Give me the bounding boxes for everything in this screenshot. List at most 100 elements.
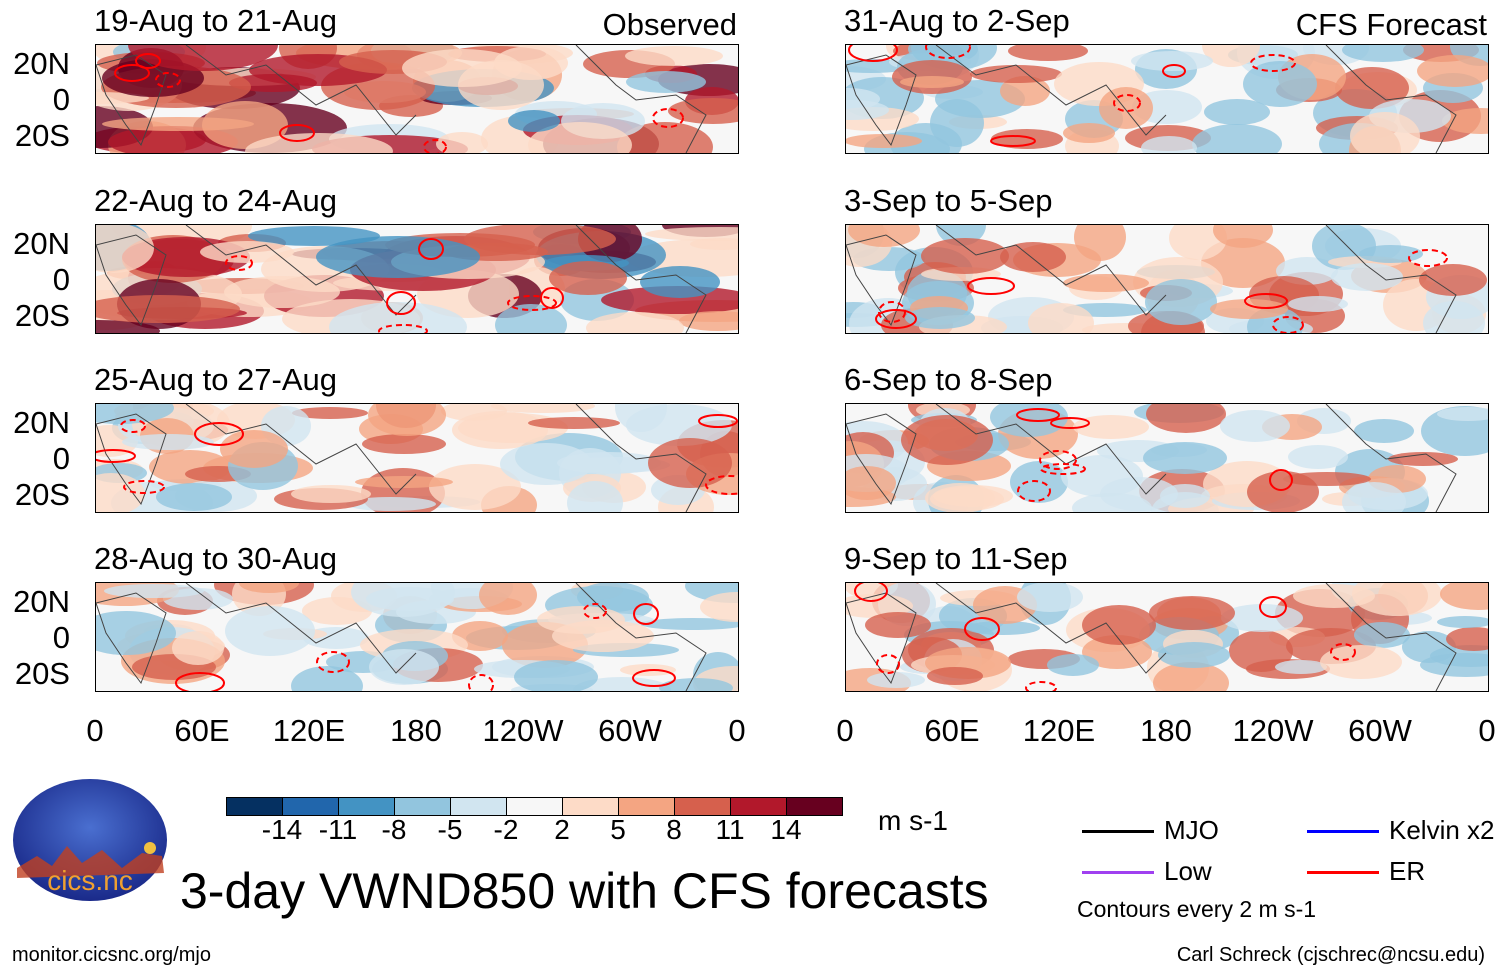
forecast-label: CFS Forecast: [1295, 7, 1487, 42]
wind-anomaly-blob: [514, 660, 598, 691]
er-contour: [120, 419, 146, 433]
wind-anomaly-blob: [1388, 452, 1458, 466]
wind-anomaly-blob: [966, 621, 1040, 635]
wind-anomaly-blob: [1320, 645, 1402, 679]
coastline-asia: [185, 225, 417, 316]
map-panel: [845, 582, 1489, 692]
wind-anomaly-blob: [1146, 404, 1226, 433]
er-contour: [175, 672, 225, 691]
lon-tick-label: 120W: [1232, 713, 1314, 748]
er-contour: [964, 617, 1000, 641]
observed-label: Observed: [602, 7, 737, 42]
lat-tick-label: 20N: [13, 584, 70, 619]
lat-tick-label: 20N: [13, 405, 70, 440]
er-contour: [583, 603, 607, 619]
wind-anomaly-blob: [229, 74, 317, 92]
er-contour: [418, 238, 444, 260]
wind-anomaly-blob: [200, 241, 294, 263]
wind-anomaly-blob: [640, 618, 738, 630]
lon-tick-label: 0: [86, 713, 104, 748]
wind-anomaly-blob: [552, 620, 654, 652]
lat-tick-label: 20S: [14, 656, 70, 691]
svg-text:cics.nc: cics.nc: [47, 865, 133, 896]
contour-note: Contours every 2 m s-1: [1077, 896, 1317, 922]
wind-anomaly-blob: [1160, 484, 1210, 508]
map-panel: [95, 403, 739, 513]
coastline-africa: [96, 592, 167, 685]
wind-anomaly-blob: [1143, 442, 1227, 474]
wind-anomaly-blob: [346, 497, 436, 511]
er-contour: [875, 309, 917, 329]
wind-anomaly-blob: [1202, 45, 1260, 67]
colorbar-swatch: [787, 798, 842, 815]
wind-anomaly-blob: [933, 485, 1013, 507]
wind-anomaly-blob: [617, 122, 713, 153]
wind-anomaly-blob: [351, 583, 455, 617]
er-contour: [1016, 408, 1060, 422]
er-contour: [540, 287, 564, 309]
footer-url: monitor.cicsnc.org/mjo: [12, 944, 211, 966]
colorbar-tick-label: 5: [610, 814, 626, 845]
map-panel: [845, 224, 1489, 334]
lat-tick-label: 0: [52, 82, 70, 117]
wind-anomaly-blob: [1099, 87, 1153, 129]
colorbar-tick-label: -8: [381, 814, 407, 845]
er-contour: [155, 72, 181, 88]
colorbar-tick-label: -5: [437, 814, 463, 845]
wind-anomaly-blob: [1213, 225, 1273, 248]
wind-anomaly-blob: [1010, 461, 1068, 503]
wind-anomaly-blob: [302, 597, 372, 625]
wind-anomaly-blob: [626, 71, 706, 93]
er-contour: [854, 583, 888, 602]
er-contour: [378, 324, 428, 333]
er-contour: [135, 53, 161, 69]
coastline-asia: [935, 225, 1167, 316]
colorbar-tick-label: -14: [261, 814, 303, 845]
er-contour: [848, 45, 898, 62]
wind-anomaly-blob: [1419, 264, 1487, 296]
wind-anomaly-blob: [96, 295, 240, 323]
wind-anomaly-blob: [1220, 410, 1290, 442]
wind-anomaly-blob: [846, 134, 922, 148]
panel-title: 28-Aug to 30-Aug: [94, 541, 338, 576]
coastline-americas: [1325, 583, 1457, 691]
wind-anomaly-blob: [991, 129, 1063, 149]
wind-anomaly-blob: [528, 417, 620, 429]
legend-line-mjo: [1082, 830, 1154, 833]
wind-anomaly-blob: [1017, 583, 1083, 612]
wind-anomaly-blob: [329, 302, 467, 333]
lon-tick-label: 0: [836, 713, 854, 748]
er-contour: [1040, 463, 1086, 475]
colorbar-swatch: [451, 798, 507, 815]
lon-tick-label: 180: [1140, 713, 1192, 748]
wind-anomaly-blob: [1201, 238, 1285, 288]
cicsnc-logo: cics.nc: [12, 778, 168, 902]
wind-anomaly-blob: [1331, 263, 1403, 291]
wind-anomaly-blob: [645, 227, 738, 241]
coastline-americas: [1325, 45, 1457, 153]
er-contour: [1017, 480, 1051, 502]
er-contour: [1025, 681, 1057, 691]
er-contour: [967, 277, 1015, 295]
colorbar-tick-label: -2: [493, 814, 519, 845]
wind-anomaly-blob: [690, 238, 738, 250]
colorbar-tick-label: 14: [770, 814, 802, 845]
wind-anomaly-blob: [172, 631, 224, 665]
wind-anomaly-blob: [927, 667, 983, 685]
er-contour: [507, 295, 557, 311]
er-contour: [225, 255, 253, 271]
wind-anomaly-blob: [557, 452, 661, 474]
wind-anomaly-blob: [930, 99, 984, 147]
wind-anomaly-blob: [429, 464, 521, 510]
wind-anomaly-blob: [1082, 605, 1156, 645]
coastline-africa: [846, 413, 917, 506]
wind-anomaly-blob: [549, 261, 627, 295]
panel-title: 9-Sep to 11-Sep: [844, 541, 1068, 576]
wind-anomaly-blob: [1437, 616, 1488, 628]
wind-anomaly-blob: [846, 466, 896, 500]
er-contour: [1330, 643, 1356, 661]
panel-title: 6-Sep to 8-Sep: [844, 362, 1053, 397]
er-contour: [1050, 417, 1090, 429]
wind-anomaly-blob: [291, 485, 371, 503]
wind-anomaly-blob: [640, 266, 720, 298]
